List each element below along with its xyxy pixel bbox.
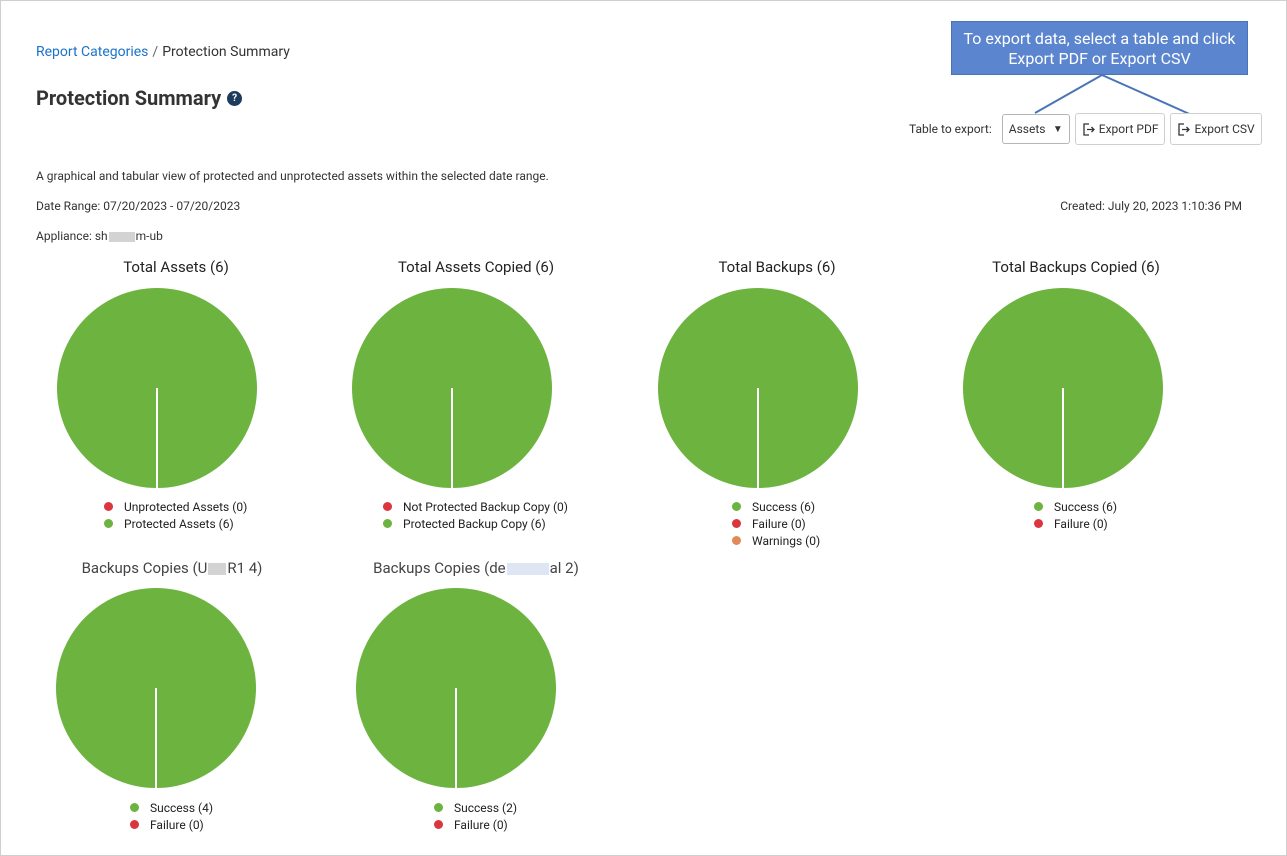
legend-label: Success (2) xyxy=(454,800,518,815)
legend-item[interactable]: Not Protected Backup Copy (0) xyxy=(383,498,568,515)
appliance-name: Appliance: sh m-ub xyxy=(36,229,163,243)
legend-dot-icon xyxy=(732,536,741,545)
chart-title: Total Assets (6) xyxy=(123,258,229,276)
legend-label: Unprotected Assets (0) xyxy=(124,499,248,514)
chart-title: Backups Copies (de al 2) xyxy=(346,559,606,577)
chart-title: Total Assets Copied (6) xyxy=(397,258,555,276)
export-callout: To export data, select a table and click… xyxy=(951,21,1248,75)
legend-item[interactable]: Failure (0) xyxy=(434,816,517,833)
callout-pointer-lines xyxy=(1034,74,1195,117)
legend-item[interactable]: Protected Backup Copy (6) xyxy=(383,515,568,532)
legend-dot-icon xyxy=(434,803,443,812)
chart-title: Backups Copies (U R1 4) xyxy=(42,559,302,577)
legend-label: Protected Backup Copy (6) xyxy=(403,516,546,531)
pie-chart-backups-copies-de xyxy=(356,588,556,788)
legend-dot-icon xyxy=(104,519,113,528)
legend-item[interactable]: Protected Assets (6) xyxy=(104,515,247,532)
legend-label: Failure (0) xyxy=(454,817,508,832)
chevron-down-icon: ▼ xyxy=(1052,123,1063,135)
legend-item[interactable]: Unprotected Assets (0) xyxy=(104,498,247,515)
pie-chart-total-backups xyxy=(658,288,858,488)
legend-dot-icon xyxy=(1034,502,1043,511)
chart-legend: Success (2) Failure (0) xyxy=(434,799,517,833)
export-controls: Table to export: Assets ▼ Export PDF Exp… xyxy=(909,113,1262,145)
legend-item[interactable]: Success (6) xyxy=(1034,498,1117,515)
breadcrumb-separator: / xyxy=(152,44,159,60)
chart-legend: Not Protected Backup Copy (0) Protected B… xyxy=(383,498,568,532)
legend-item[interactable]: Success (2) xyxy=(434,799,517,816)
chart-legend: Success (6) Failure (0) xyxy=(1034,498,1117,532)
legend-label: Not Protected Backup Copy (0) xyxy=(403,499,568,514)
chart-title-suffix: al 2) xyxy=(549,559,579,577)
chart-legend: Unprotected Assets (0) Protected Assets (… xyxy=(104,498,247,532)
breadcrumb: Report Categories / Protection Summary xyxy=(36,44,290,60)
legend-label: Protected Assets (6) xyxy=(124,516,234,531)
export-pdf-button[interactable]: Export PDF xyxy=(1074,113,1166,145)
selected-table-value: Assets xyxy=(1008,122,1046,136)
breadcrumb-current: Protection Summary xyxy=(162,44,290,60)
appliance-suffix: m-ub xyxy=(135,229,163,243)
chart-legend: Success (6) Failure (0) Warnings (0) xyxy=(732,498,820,549)
export-icon xyxy=(1083,122,1095,136)
chart-title-suffix: R1 4) xyxy=(227,559,263,577)
table-to-export-label: Table to export: xyxy=(909,122,992,136)
legend-item[interactable]: Failure (0) xyxy=(732,515,820,532)
pie-chart-backups-copies-u xyxy=(56,588,256,788)
legend-dot-icon xyxy=(383,519,392,528)
legend-label: Failure (0) xyxy=(150,817,204,832)
pie-chart-total-backups-copied xyxy=(963,288,1163,488)
legend-dot-icon xyxy=(1034,519,1043,528)
page-title-row: Protection Summary ? xyxy=(36,86,243,110)
pie-chart-total-assets-copied xyxy=(352,288,552,488)
legend-item[interactable]: Warnings (0) xyxy=(732,532,820,549)
report-description: A graphical and tabular view of protecte… xyxy=(36,169,549,183)
legend-item[interactable]: Success (4) xyxy=(130,799,213,816)
breadcrumb-report-categories-link[interactable]: Report Categories xyxy=(36,44,149,60)
legend-label: Failure (0) xyxy=(752,516,806,531)
legend-label: Success (6) xyxy=(752,499,816,514)
legend-label: Success (4) xyxy=(150,800,214,815)
legend-item[interactable]: Failure (0) xyxy=(1034,515,1117,532)
legend-dot-icon xyxy=(434,820,443,829)
chart-title: Total Backups Copied (6) xyxy=(992,258,1160,276)
legend-item[interactable]: Failure (0) xyxy=(130,816,213,833)
export-pdf-label: Export PDF xyxy=(1098,122,1159,136)
legend-label: Success (6) xyxy=(1054,499,1118,514)
chart-title-prefix: Backups Copies (U xyxy=(81,559,208,577)
page-title: Protection Summary xyxy=(36,86,222,110)
help-icon[interactable]: ? xyxy=(227,90,243,106)
redacted-block xyxy=(506,563,549,576)
pie-chart-total-assets xyxy=(57,288,257,488)
export-icon xyxy=(1178,122,1191,136)
export-csv-button[interactable]: Export CSV xyxy=(1170,113,1262,145)
legend-dot-icon xyxy=(130,820,139,829)
date-range: Date Range: 07/20/2023 - 07/20/2023 xyxy=(36,199,241,213)
legend-dot-icon xyxy=(130,803,139,812)
redacted-block xyxy=(108,231,135,242)
table-to-export-select[interactable]: Assets ▼ xyxy=(1001,114,1070,144)
chart-title: Total Backups (6) xyxy=(718,258,836,276)
legend-dot-icon xyxy=(732,502,741,511)
legend-item[interactable]: Success (6) xyxy=(732,498,820,515)
chart-legend: Success (4) Failure (0) xyxy=(130,799,213,833)
legend-dot-icon xyxy=(732,519,741,528)
legend-dot-icon xyxy=(104,502,113,511)
legend-label: Failure (0) xyxy=(1054,516,1108,531)
chart-title-prefix: Backups Copies (de xyxy=(373,559,506,577)
legend-label: Warnings (0) xyxy=(752,533,821,548)
export-csv-label: Export CSV xyxy=(1194,122,1255,136)
created-timestamp: Created: July 20, 2023 1:10:36 PM xyxy=(1060,199,1242,213)
appliance-prefix: Appliance: sh xyxy=(36,229,108,243)
redacted-block xyxy=(208,563,227,576)
legend-dot-icon xyxy=(383,502,392,511)
